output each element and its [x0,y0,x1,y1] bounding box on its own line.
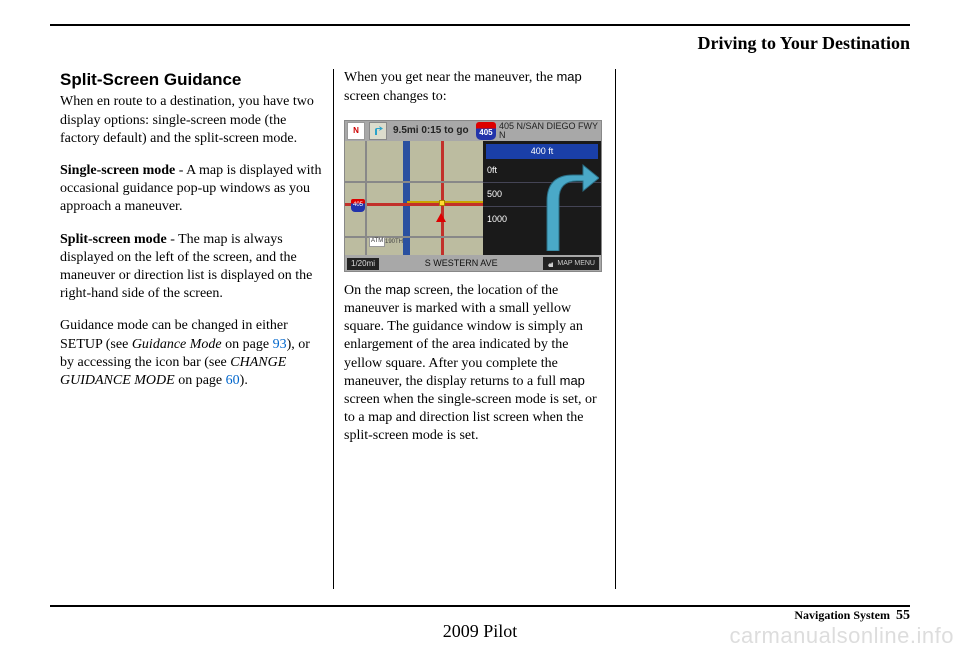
split-screen-paragraph: Split-screen mode - The map is always di… [60,231,323,304]
map-menu-button[interactable]: MAP MENU [543,257,599,270]
guide-row-0-label: 0ft [487,165,497,177]
after-c: screen, the location of the maneuver is … [344,283,583,389]
after-a: On the [344,283,385,298]
hand-icon [547,260,555,268]
chapter-title: Driving to Your Destination [50,32,910,55]
current-street: S WESTERN AVE [379,258,543,270]
nav-map-panel: 405 ATM 190TH [345,141,483,255]
gm-ref-1: Guidance Mode [132,337,222,352]
nav-screenshot: N 9.5mi 0:15 to go 405 405 N/SAN DIEGO F… [344,120,602,272]
grey-road-3 [345,236,483,238]
nav-top-bar: N 9.5mi 0:15 to go 405 405 N/SAN DIEGO F… [345,121,601,141]
after-e: screen when the single-screen mode is se… [344,392,597,443]
car-icon [436,213,446,222]
column-2: When you get near the maneuver, the map … [333,69,616,589]
map-intro-a: When you get near the maneuver, the [344,70,556,85]
highway-name: 405 N/SAN DIEGO FWY N [499,122,598,140]
guide-row-500-label: 500 [487,189,502,201]
footer-rule [50,605,910,607]
split-screen-lead: Split-screen mode [60,232,167,247]
guidance-arrow-icon [529,161,599,251]
route-highlight [407,201,483,203]
section-heading: Split-Screen Guidance [60,69,323,91]
single-screen-paragraph: Single-screen mode - A map is displayed … [60,162,323,217]
gm-text-g: ). [240,373,248,388]
compass-icon: N [347,122,365,140]
highway-name-line: 405 N/SAN DIEGO FWY [499,122,598,131]
highway-direction: N [499,131,598,140]
column-3 [616,69,899,589]
page-link-60[interactable]: 60 [226,373,240,388]
turn-icon [369,122,387,140]
guidance-mode-paragraph: Guidance mode can be changed in either S… [60,317,323,390]
map-word-3: map [560,373,585,388]
content-columns: Split-Screen Guidance When en route to a… [50,69,910,589]
guide-distance: 400 ft [486,144,598,160]
distance-eta: 9.5mi 0:15 to go [393,124,469,137]
highway-indicator: 405 405 N/SAN DIEGO FWY N [476,122,601,140]
map-scale: 1/20mi [347,258,379,270]
interstate-shield-icon: 405 [476,122,496,140]
manual-page: Driving to Your Destination Split-Screen… [0,0,960,655]
header-rule [50,24,910,26]
map-after-paragraph: On the map screen, the location of the m… [344,282,605,446]
intro-paragraph: When en route to a destination, you have… [60,93,323,148]
gm-text-c: on page [222,337,273,352]
nav-guide-panel: 400 ft 0ft 500 1000 [483,141,601,255]
map-word-2: map [385,282,410,297]
atm-poi: ATM [369,237,385,247]
page-link-93[interactable]: 93 [273,337,287,352]
nav-bottom-bar: 1/20mi S WESTERN AVE MAP MENU [345,255,601,272]
map-menu-label: MAP MENU [557,259,595,268]
map-word-1: map [556,69,581,84]
grey-road-2 [345,181,483,183]
gm-text-f: on page [175,373,226,388]
nav-body: 405 ATM 190TH 400 ft 0ft [345,141,601,255]
maneuver-marker [439,200,445,206]
compass-letter: N [353,126,359,136]
column-1: Split-Screen Guidance When en route to a… [50,69,333,589]
map-intro-c: screen changes to: [344,89,447,104]
single-screen-lead: Single-screen mode [60,163,175,178]
map-intro: When you get near the maneuver, the map … [344,69,605,105]
guide-row-1000-label: 1000 [487,214,507,226]
street-label: 190TH [385,239,403,247]
footer-model: 2009 Pilot [0,620,960,643]
mini-shield-icon: 405 [351,199,365,212]
